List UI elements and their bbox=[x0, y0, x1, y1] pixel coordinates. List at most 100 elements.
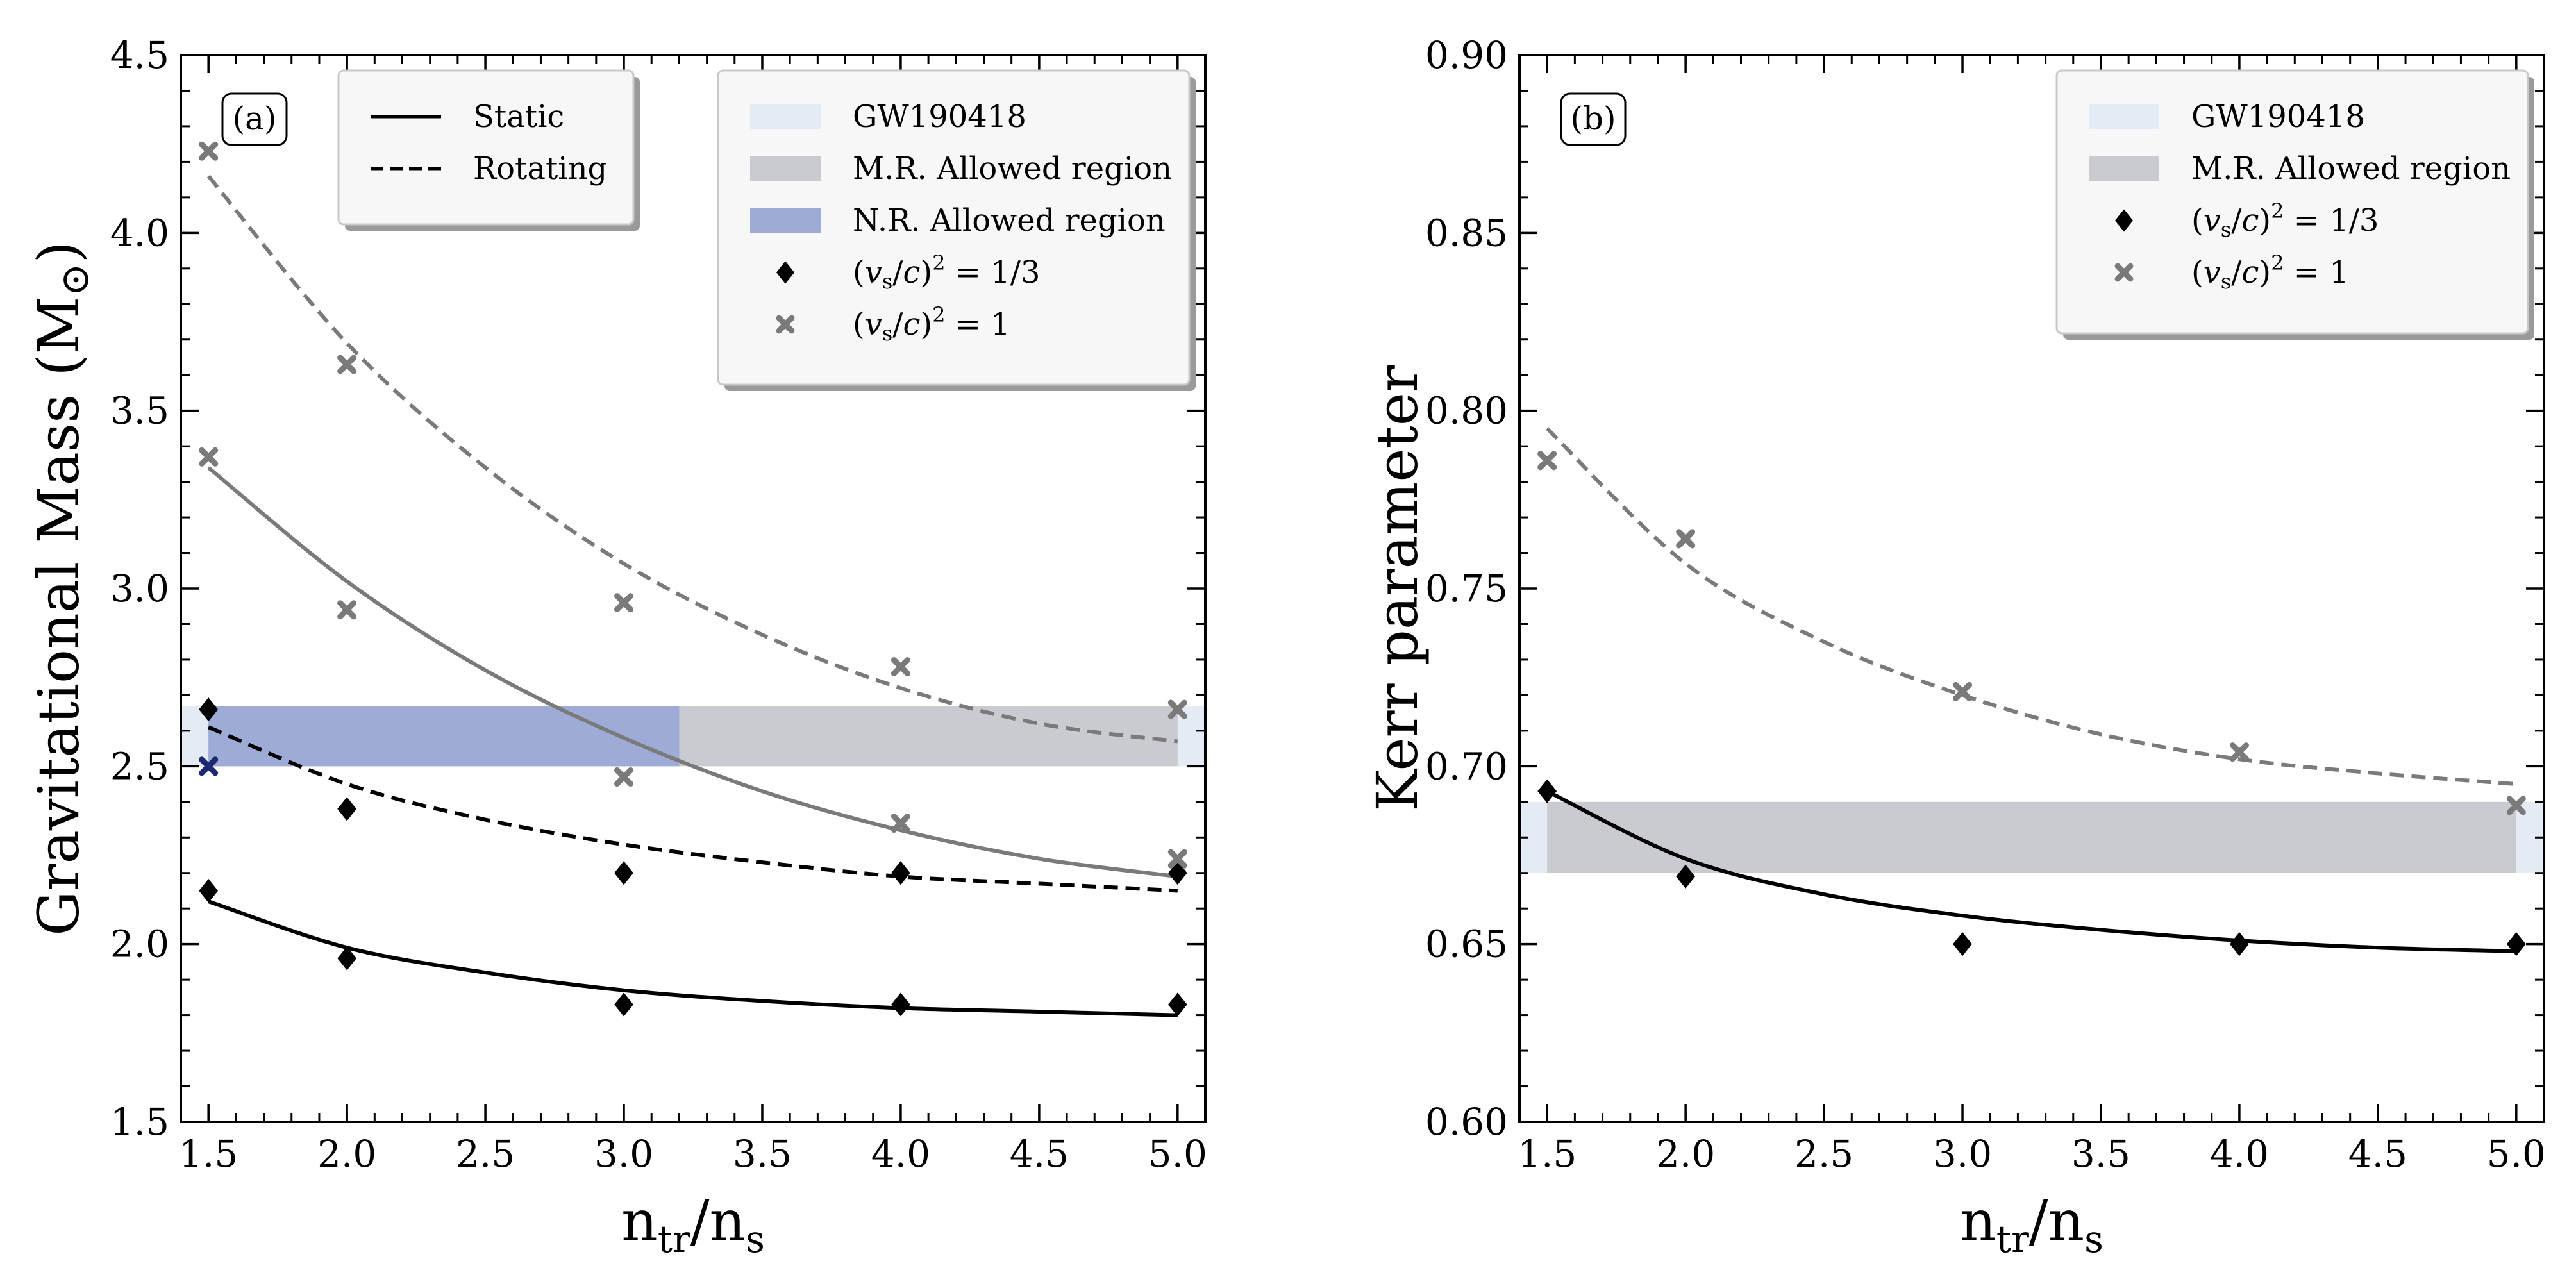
data-point-cs1-stroke-b bbox=[2506, 796, 2526, 815]
x-tick-label: 4.0 bbox=[871, 1132, 930, 1176]
data-point-cs13_static bbox=[337, 946, 357, 971]
y-tick-label: 0.75 bbox=[1425, 567, 1508, 610]
data-point-cs1_static-stroke-b bbox=[199, 447, 219, 467]
data-point-cs13_static bbox=[614, 992, 633, 1017]
legend-label-part: 2 bbox=[2271, 199, 2284, 223]
x-axis-title: ntr/ns bbox=[1960, 1188, 2103, 1261]
data-point-nr-edge bbox=[199, 756, 219, 776]
data-point-cs1_rotating-stroke-b bbox=[337, 355, 357, 374]
legend-label-part: s bbox=[882, 321, 892, 346]
legend-line-styles: Static Rotating bbox=[337, 69, 640, 231]
data-point-cs13_static bbox=[891, 992, 910, 1017]
legend-label-part: / bbox=[892, 306, 903, 342]
legend-label-part: 2 bbox=[932, 303, 945, 327]
data-point-cs13 bbox=[2506, 932, 2526, 956]
x-tick-label: 2.0 bbox=[1656, 1132, 1715, 1176]
legend-handle-band bbox=[750, 208, 821, 233]
legend-handle-band bbox=[2089, 156, 2159, 181]
legend-label-part: s bbox=[2221, 217, 2231, 242]
legend-label-part: = 1/3 bbox=[2284, 203, 2379, 238]
x-tick-label: 3.5 bbox=[733, 1132, 792, 1176]
data-point-cs13 bbox=[1537, 779, 1557, 803]
legend-label-part: = 1 bbox=[2284, 255, 2348, 290]
data-point-cs1 bbox=[2506, 796, 2526, 815]
y-tick-label: 2.5 bbox=[110, 744, 169, 788]
x-tick-label: 3.0 bbox=[594, 1132, 653, 1176]
x-tick-label: 4.5 bbox=[2348, 1132, 2407, 1176]
y-tick-label: 0.65 bbox=[1425, 923, 1508, 966]
legend-label: Rotating bbox=[473, 151, 607, 187]
panel-tag-label: (a) bbox=[233, 100, 277, 137]
data-point-cs1_static-stroke-b bbox=[1167, 849, 1187, 869]
legend-label: (vs/c)2 = 1 bbox=[853, 303, 1010, 346]
data-point-cs13 bbox=[1676, 864, 1696, 889]
y-tick-label: 0.80 bbox=[1425, 389, 1508, 433]
data-point-cs1_static bbox=[1167, 849, 1187, 869]
data-point-cs13_static bbox=[1167, 992, 1187, 1017]
y-tick-label: 0.85 bbox=[1425, 211, 1508, 255]
fit-curve-cs1 bbox=[1546, 427, 2517, 787]
x-tick-label: 5.0 bbox=[2487, 1132, 2546, 1176]
data-point-cs13 bbox=[1953, 932, 1972, 956]
data-point-cs1 bbox=[1676, 529, 1696, 549]
x-tick-label: 3.5 bbox=[2071, 1132, 2130, 1176]
fit-curve-cs1_static bbox=[207, 466, 1178, 879]
y-tick-label: 3.0 bbox=[110, 567, 169, 610]
data-point-cs1 bbox=[2229, 742, 2249, 762]
data-point-cs1_rotating bbox=[337, 355, 357, 374]
chart-panel-a: 1.5 2.0 2.5 3.0 3.5 4.0 4.5 5.0 1.5 2.0 2.5 3.0 3.5 4… bbox=[26, 33, 1207, 1261]
data-point-cs1-stroke-b bbox=[2229, 742, 2249, 762]
panel-tag-box bbox=[1560, 92, 1627, 146]
x-tick-label: 5.0 bbox=[1148, 1132, 1207, 1176]
legend-label-part: / bbox=[892, 255, 903, 290]
data-point-cs1_rotating-stroke-b bbox=[614, 593, 634, 613]
legend-label: (vs/c)2 = 1/3 bbox=[2191, 199, 2379, 242]
y-tick-label: 3.5 bbox=[110, 389, 169, 433]
data-point-cs1 bbox=[1537, 451, 1557, 471]
legend-handle-marker bbox=[776, 315, 795, 334]
data-point-cs1_rotating-stroke-b bbox=[891, 656, 910, 677]
data-point-cs1_rotating bbox=[891, 656, 910, 677]
x-tick-label: 2.0 bbox=[317, 1132, 376, 1176]
data-point-cs13_rotating bbox=[199, 697, 219, 722]
y-tick-label: 4.5 bbox=[110, 33, 169, 77]
data-point-cs13 bbox=[2230, 932, 2249, 956]
data-point-cs13_rotating bbox=[614, 861, 633, 885]
legend-label-part: ( bbox=[2191, 255, 2204, 290]
legend-handle-band bbox=[750, 104, 821, 129]
legend-box bbox=[337, 69, 635, 226]
legend-label: M.R. Allowed region bbox=[2191, 151, 2511, 187]
data-point-cs1_static bbox=[199, 447, 219, 467]
x-axis-title-part: s bbox=[746, 1217, 765, 1261]
x-tick-label: 1.5 bbox=[179, 1132, 238, 1176]
data-point-nr-edge-stroke-b bbox=[199, 756, 219, 776]
legend-label: Static bbox=[473, 99, 564, 135]
legend-label-part: c bbox=[2241, 203, 2259, 238]
legend-label-part: ) bbox=[920, 306, 932, 342]
x-tick-label: 3.0 bbox=[1933, 1132, 1992, 1176]
y-axis-title: Kerr parameter bbox=[1364, 365, 1430, 812]
panel-tag-box bbox=[221, 92, 288, 146]
legend-handle-marker bbox=[2114, 263, 2134, 282]
legend-label-part: ( bbox=[853, 306, 865, 342]
band-mr-allowed-region bbox=[1547, 801, 2516, 873]
data-point-cs1-stroke-b bbox=[1952, 681, 1973, 701]
data-point-cs1_rotating-stroke-b bbox=[199, 141, 219, 161]
legend-label-part: c bbox=[903, 255, 920, 290]
legend-label-part: 2 bbox=[2271, 251, 2284, 275]
legend-label-part: = 1 bbox=[945, 306, 1010, 342]
data-point-cs1_static bbox=[614, 767, 634, 787]
x-tick-label: 2.5 bbox=[1794, 1132, 1853, 1176]
data-point-cs1_static bbox=[337, 600, 357, 620]
legend-label-part: / bbox=[2231, 203, 2242, 238]
y-axis-title-part: ⊙ bbox=[51, 263, 98, 296]
fit-curve-cs13_static bbox=[208, 899, 1178, 1017]
y-axis-title-part: Kerr parameter bbox=[1364, 365, 1430, 812]
legend-label-part: s bbox=[2221, 269, 2231, 294]
legend-label-part: ) bbox=[2259, 203, 2271, 238]
legend-label-part: ( bbox=[853, 255, 865, 290]
x-axis-title-part: tr bbox=[1996, 1217, 2029, 1261]
x-tick-label: 1.5 bbox=[1518, 1132, 1577, 1176]
